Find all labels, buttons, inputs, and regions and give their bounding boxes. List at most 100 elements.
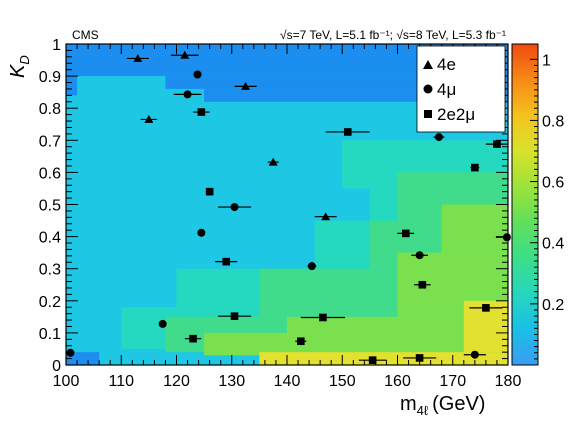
x-tick-labels: 100 110 120 130 140 150 160 170 180 (53, 373, 522, 390)
x-axis-title-unit: (GeV) (432, 393, 485, 415)
marker-square (319, 313, 327, 322)
y-tick-labels: 0 0.1 0.2 0.3 0.4 0.5 0.6 0.7 0.8 0.9 1 (39, 37, 61, 375)
point-circle (433, 133, 445, 142)
heatmap-cell (259, 352, 508, 365)
x-tick-label: 120 (163, 373, 190, 390)
colorbar-tick-label: 0.6 (542, 175, 564, 192)
x-tick-label: 170 (439, 373, 466, 390)
point-square (300, 313, 346, 322)
marker-square (415, 354, 424, 362)
colorbar-tick-label: 0.4 (542, 236, 564, 253)
point-square (295, 337, 307, 346)
x-axis-title-main: m (400, 393, 417, 415)
marker-triangle (180, 50, 190, 59)
colorbar-tick-label: 0.8 (542, 113, 564, 130)
x-tick-label: 160 (384, 373, 411, 390)
y-tick-label: 0.9 (39, 69, 61, 86)
y-tick-label: 0.4 (39, 230, 61, 247)
y-tick-label: 0.5 (39, 198, 61, 215)
point-circle (193, 70, 202, 79)
colorbar: 0.2 0.4 0.6 0.8 1 (511, 43, 564, 366)
marker-square (189, 334, 197, 343)
marker-circle (158, 319, 167, 328)
legend-marker-4mu (423, 84, 433, 94)
point-square (193, 108, 210, 116)
legend-label-2e2mu: 2e2μ (437, 105, 475, 124)
colorbar-ticks: 0.2 0.4 0.6 0.8 1 (530, 52, 564, 360)
y-tick-label: 0.2 (39, 294, 61, 311)
point-square (217, 312, 252, 321)
experiment-label: CMS (72, 28, 99, 42)
marker-square (368, 356, 377, 364)
point-circle (307, 262, 317, 271)
y-tick-label: 1 (52, 37, 61, 54)
point-square (205, 187, 214, 196)
point-triangle (170, 50, 199, 59)
y-axis-title: KD (7, 55, 32, 78)
marker-circle (193, 70, 202, 79)
marker-circle (197, 228, 206, 237)
point-circle (495, 233, 511, 242)
colorbar-tick-label: 1 (542, 52, 551, 69)
y-tick-label: 0.7 (39, 133, 61, 150)
legend-label-4e: 4e (437, 55, 456, 74)
heatmap-cell (66, 352, 100, 365)
marker-circle (470, 350, 479, 359)
marker-circle (434, 133, 443, 142)
point-circle (197, 228, 206, 237)
x-tick-label: 100 (53, 373, 80, 390)
data-points (66, 50, 511, 364)
marker-square (493, 140, 501, 148)
marker-circle (307, 262, 316, 271)
marker-square (401, 229, 410, 238)
heatmap-cell (66, 76, 78, 96)
point-triangle (126, 53, 149, 62)
point-triangle (140, 114, 158, 123)
point-circle (66, 348, 75, 357)
marker-triangle (241, 81, 251, 90)
point-square (215, 257, 238, 266)
x-tick-label: 180 (495, 373, 522, 390)
marker-square (471, 163, 479, 172)
marker-square (230, 312, 239, 321)
x-axis-title-sub: 4ℓ (417, 403, 429, 418)
point-square (403, 354, 437, 362)
y-tick-label: 0.6 (39, 165, 61, 182)
point-square (325, 128, 370, 136)
point-circle (463, 350, 486, 359)
marker-circle (502, 233, 511, 242)
point-circle (411, 251, 428, 260)
legend-marker-2e2mu (424, 110, 432, 118)
x-tick-label: 110 (108, 373, 134, 390)
colorbar-gradient (511, 43, 539, 366)
point-circle (173, 90, 202, 99)
marker-circle (66, 348, 75, 357)
marker-square (418, 280, 427, 289)
point-circle (217, 203, 252, 212)
marker-square (205, 187, 214, 196)
x-tick-label: 140 (274, 373, 301, 390)
point-triangle (267, 157, 279, 166)
marker-circle (230, 203, 239, 212)
marker-triangle (144, 114, 154, 123)
point-square (397, 229, 415, 238)
point-square (469, 304, 503, 312)
x-tick-label: 130 (218, 373, 245, 390)
marker-triangle (321, 212, 331, 221)
marker-triangle (268, 157, 278, 166)
x-axis-title: m4ℓ (GeV) (400, 393, 485, 418)
marker-square (297, 337, 305, 346)
marker-triangle (133, 53, 143, 62)
point-circle (158, 319, 167, 328)
x-tick-label: 150 (329, 373, 356, 390)
y-tick-label: 0.8 (39, 101, 61, 118)
point-square (358, 356, 387, 364)
marker-circle (183, 90, 192, 99)
point-square (414, 280, 431, 289)
marker-square (482, 304, 490, 312)
heatmap-cell (441, 204, 508, 253)
heatmap-cell (204, 332, 287, 356)
marker-square (197, 108, 206, 116)
y-tick-label: 0.3 (39, 262, 61, 279)
